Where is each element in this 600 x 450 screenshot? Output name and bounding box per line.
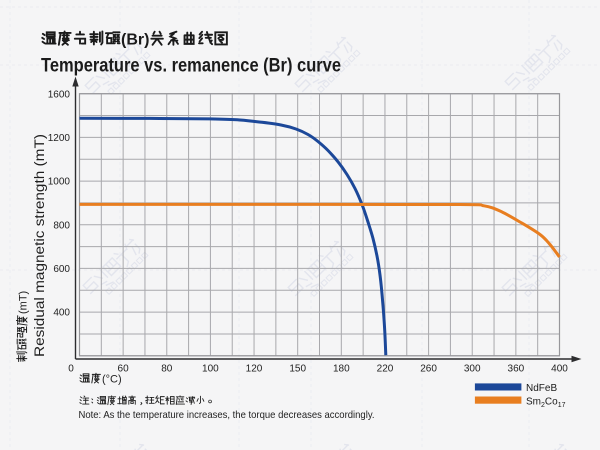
svg-text:80: 80 [161,364,173,375]
svg-text:NdFeB: NdFeB [526,383,557,394]
svg-text:220: 220 [377,364,394,375]
svg-text:(°C): (°C) [102,373,122,385]
svg-text:1200: 1200 [48,133,71,144]
svg-text:260: 260 [420,364,437,375]
svg-text:150: 150 [289,364,306,375]
svg-text:Temperature vs. remanence (Br): Temperature vs. remanence (Br) curve [41,56,341,77]
svg-text:360: 360 [508,364,525,375]
svg-text:Note: As the temperature incre: Note: As the temperature increases, the … [79,409,375,421]
svg-text:60: 60 [118,364,130,375]
svg-text:(mT): (mT) [18,291,30,314]
svg-text:300: 300 [464,364,481,375]
svg-text:120: 120 [246,364,263,375]
svg-text:1000: 1000 [48,177,71,188]
svg-text:(Br): (Br) [121,32,149,49]
svg-text:Sm2Co17: Sm2Co17 [526,396,566,409]
svg-text:100: 100 [202,364,219,375]
svg-text:180: 180 [333,364,350,375]
svg-text:600: 600 [53,264,70,275]
svg-text:400: 400 [53,308,70,319]
svg-text:Residual magnetic strength (mT: Residual magnetic strength (mT) [32,134,47,357]
svg-text:400: 400 [551,364,568,375]
svg-text:1600: 1600 [48,89,71,100]
svg-text:800: 800 [53,220,70,231]
svg-text:0: 0 [68,364,74,375]
